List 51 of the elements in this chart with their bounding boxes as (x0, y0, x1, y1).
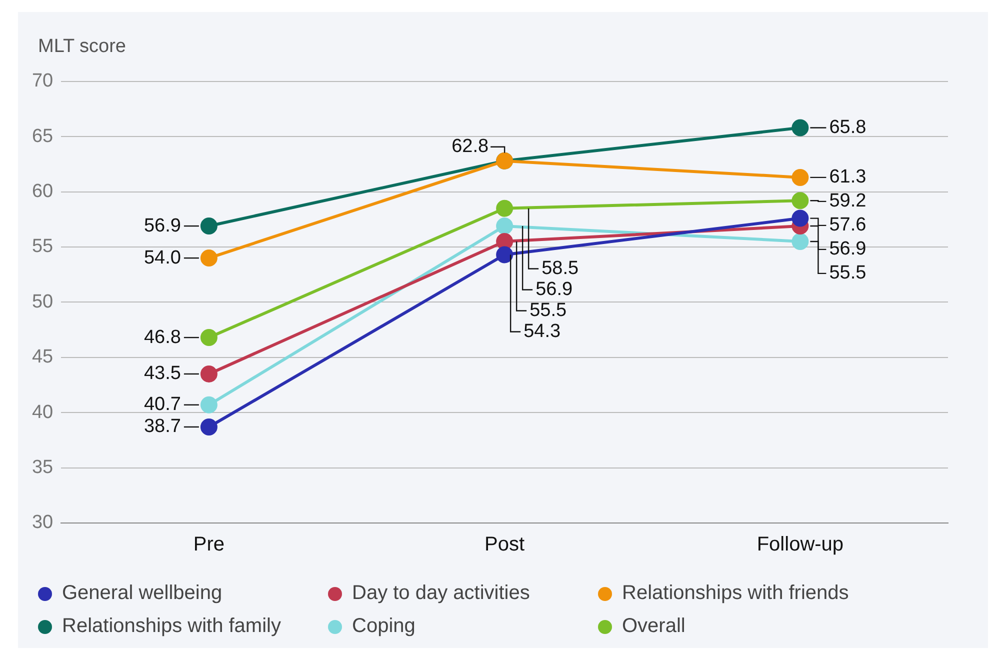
point (792, 119, 809, 136)
data-label: 61.3 (829, 166, 866, 188)
legend-label: Relationships with family (61, 615, 282, 638)
point (200, 418, 218, 436)
legend-label: Overall (621, 615, 686, 638)
point (200, 329, 218, 346)
data-label: 55.5 (829, 262, 866, 284)
y-tick-label: 35 (32, 457, 54, 478)
point (496, 232, 514, 250)
legend-label: Day to day activities (351, 582, 531, 605)
y-tick-label: 30 (32, 512, 54, 534)
data-label: 56.9 (829, 238, 866, 260)
data-label: 56.9 (536, 278, 573, 300)
point (200, 396, 218, 414)
point (496, 218, 514, 235)
point (792, 168, 809, 186)
y-tick-label: 65 (32, 126, 54, 147)
point (792, 210, 809, 227)
y-axis-title: MLT score (38, 36, 126, 58)
data-label: 55.5 (530, 300, 567, 321)
y-tick-label: 55 (32, 236, 54, 258)
x-tick-label: Post (484, 534, 526, 556)
legend-label: General wellbeing (61, 582, 224, 605)
data-label: 46.8 (144, 326, 181, 348)
x-tick-label: Pre (193, 534, 225, 556)
legend-label: Coping (351, 615, 416, 638)
data-label: 65.8 (829, 117, 866, 138)
data-label: 58.5 (542, 258, 579, 279)
data-label: 59.2 (829, 190, 866, 212)
y-tick-label: 70 (32, 70, 54, 92)
y-tick-label: 40 (32, 402, 54, 423)
data-label: 38.7 (144, 416, 181, 438)
point (496, 246, 514, 264)
point (200, 218, 218, 235)
x-tick-label: Follow-up (756, 534, 844, 556)
point (496, 200, 514, 217)
data-label: 56.9 (144, 215, 181, 236)
point (792, 232, 809, 250)
y-tick-label: 50 (32, 291, 54, 312)
data-label: 43.5 (144, 363, 181, 384)
point (200, 365, 218, 382)
point (200, 250, 218, 267)
data-label: 54.3 (524, 320, 561, 342)
data-label: 54.0 (144, 247, 181, 268)
data-label: 57.6 (829, 214, 866, 236)
legend-label: Relationships with friends (621, 582, 850, 605)
data-label: 62.8 (452, 136, 489, 158)
y-tick-label: 45 (32, 346, 54, 368)
data-label: 40.7 (144, 394, 181, 416)
point (792, 192, 809, 210)
y-tick-label: 60 (32, 181, 54, 202)
